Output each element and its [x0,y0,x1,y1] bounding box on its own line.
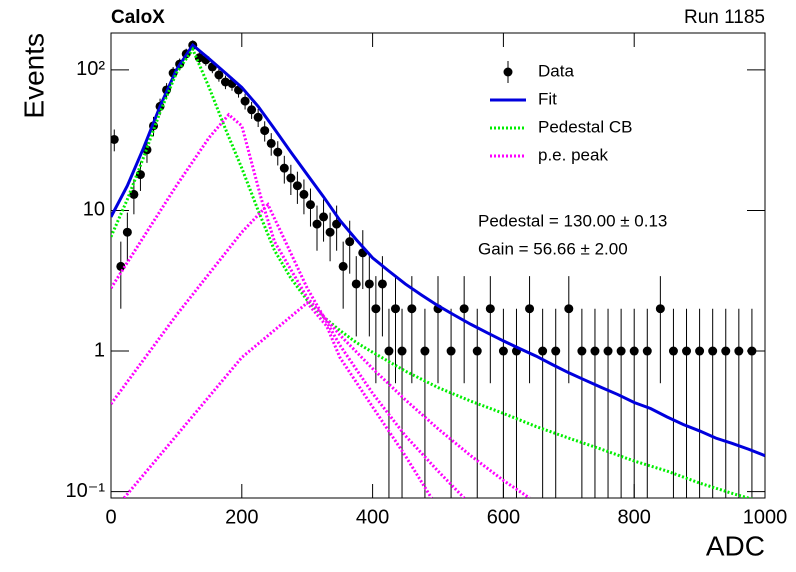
run-label: Run 1185 [684,7,765,28]
x-tick-label: 400 [356,506,389,528]
data-point [721,346,731,356]
legend-entry: p.e. peak [490,145,608,164]
data-point [551,346,561,356]
data-point [240,96,250,106]
data-point [538,346,548,356]
data-point [629,346,639,356]
data-point [695,346,705,356]
fit-curve [111,42,765,458]
data-point [351,279,361,289]
data-point [325,227,335,237]
data-point [390,304,400,314]
x-tick-label: 0 [105,506,116,528]
data-point [345,237,355,247]
data-point [312,219,322,229]
data-point [446,346,456,356]
y-tick-label: 10² [76,58,105,80]
data-point [616,346,626,356]
data-point [407,304,417,314]
legend-label: Pedestal CB [538,117,633,136]
data-point [332,219,342,229]
data-point [266,138,276,148]
legend-entry: Data [503,61,574,83]
x-tick-label: 800 [618,506,651,528]
plot-area [111,40,765,498]
data-point [682,346,692,356]
data-point [642,346,652,356]
x-tick-label: 1000 [743,506,788,528]
x-axis-label: ADC [706,530,765,561]
plot-frame [110,32,766,499]
fit-curve [111,202,466,498]
data-point [377,279,387,289]
legend-label: Data [538,61,574,80]
data-point [590,346,600,356]
data-point [292,181,302,191]
data-point [364,279,374,289]
fit-curve [122,300,433,498]
data-point [525,304,535,314]
legend-entry: Fit [490,89,557,108]
y-tick-label: 1 [94,339,105,361]
data-point [338,261,348,271]
data-point [384,346,394,356]
legend-entry: Pedestal CB [490,117,633,136]
data-point [577,346,587,356]
data-point [273,147,283,157]
data-point [472,346,482,356]
chart-title: CaloX [111,7,165,28]
y-axis-label: Events [18,33,49,119]
data-point [459,304,469,314]
data-point [371,304,381,314]
data-point [734,346,744,356]
x-tick-label: 600 [487,506,520,528]
data-point [603,346,613,356]
data-point [708,346,718,356]
data-point [655,304,665,314]
legend-label: Fit [538,89,557,108]
data-point [485,304,495,314]
data-point [122,227,132,237]
data-point [305,200,315,210]
annotation: Gain = 56.66 ± 2.00 [478,239,628,258]
data-point [420,346,430,356]
data-point [260,126,270,136]
data-point [564,304,574,314]
data-point [668,346,678,356]
data-point [498,346,508,356]
y-tick-label: 10 [83,199,105,221]
legend-key [503,67,513,77]
data-point [214,70,224,80]
data-point [279,163,289,173]
data-point [253,112,263,122]
data-point [286,173,296,183]
data-point [747,346,757,356]
y-tick-label: 10⁻¹ [66,480,106,502]
legend-label: p.e. peak [538,145,608,164]
data-point [397,346,407,356]
annotation: Pedestal = 130.00 ± 0.13 [478,211,667,230]
data-point [116,261,126,271]
data-point [299,189,309,199]
data-point [111,134,119,144]
x-tick-label: 200 [225,506,258,528]
data-point [247,105,257,115]
data-point [319,212,329,222]
